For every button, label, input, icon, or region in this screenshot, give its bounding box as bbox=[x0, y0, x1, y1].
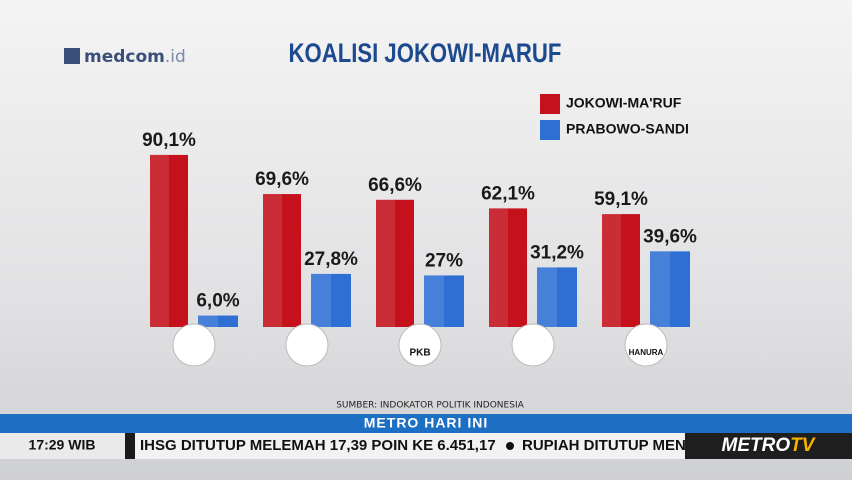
party-logo bbox=[172, 323, 216, 367]
value-label: 31,2% bbox=[530, 242, 584, 263]
bar bbox=[376, 199, 414, 327]
bar bbox=[311, 273, 351, 327]
party-logo bbox=[285, 323, 329, 367]
program-title: METRO HARI INI bbox=[364, 415, 488, 431]
bar-shade bbox=[311, 273, 331, 327]
logo-text: medcom.id bbox=[84, 47, 186, 67]
category-label: HANURA bbox=[629, 348, 664, 357]
bar bbox=[198, 315, 238, 327]
category-label: PKB bbox=[409, 348, 430, 359]
bar-shade bbox=[150, 154, 169, 327]
channel-box bbox=[685, 433, 852, 459]
legend-label: PRABOWO-SANDI bbox=[566, 121, 689, 137]
medcom-logo: medcom.id bbox=[64, 47, 186, 67]
ticker-item: IHSG DITUTUP MELEMAH 17,39 POIN KE 6.451… bbox=[140, 437, 496, 454]
bar-shade bbox=[424, 275, 444, 327]
channel-name: METRO bbox=[722, 435, 791, 456]
party-logo bbox=[511, 323, 555, 367]
legend-swatch bbox=[540, 94, 560, 114]
ticker-bullet bbox=[506, 442, 514, 450]
value-label: 27,8% bbox=[304, 249, 358, 270]
value-label: 59,1% bbox=[594, 189, 648, 210]
channel-suffix: TV bbox=[790, 435, 816, 456]
value-label: 62,1% bbox=[481, 183, 535, 204]
value-label: 39,6% bbox=[643, 226, 697, 247]
legend-swatch bbox=[540, 120, 560, 140]
legend-label: JOKOWI-MA'RUF bbox=[566, 95, 682, 111]
bar bbox=[424, 275, 464, 327]
value-label: 90,1% bbox=[142, 130, 196, 151]
bar-shade bbox=[198, 315, 218, 327]
value-label: 27% bbox=[425, 250, 463, 271]
bar-shade bbox=[602, 214, 621, 327]
logo-name: medcom bbox=[84, 47, 165, 67]
channel-logo: METROTV bbox=[722, 435, 816, 456]
source: SUMBER: INDOKATOR POLITIK INDONESIA bbox=[336, 401, 524, 411]
bar bbox=[489, 208, 527, 327]
bar-shade bbox=[537, 267, 557, 327]
program-band bbox=[0, 414, 852, 433]
bar-shade bbox=[263, 194, 282, 327]
value-label: 66,6% bbox=[368, 175, 422, 196]
bar-shade bbox=[489, 208, 508, 327]
bar bbox=[150, 154, 188, 327]
chart-title: KOALISI JOKOWI-MARUF bbox=[289, 39, 562, 69]
bar bbox=[537, 267, 577, 327]
logo-icon bbox=[64, 48, 80, 64]
bar bbox=[650, 251, 690, 327]
time-box bbox=[0, 433, 125, 459]
ticker-divider bbox=[125, 433, 135, 459]
time: 17:29 WIB bbox=[29, 437, 96, 453]
party-logo bbox=[398, 323, 442, 367]
value-label: 6,0% bbox=[196, 291, 239, 312]
party-logo bbox=[624, 323, 668, 367]
value-label: 69,6% bbox=[255, 169, 309, 190]
logo-suffix: .id bbox=[165, 47, 186, 67]
ticker-item: RUPIAH DITUTUP MEN bbox=[522, 437, 686, 454]
bar-shade bbox=[376, 199, 395, 327]
bar bbox=[602, 214, 640, 327]
bar-shade bbox=[650, 251, 670, 327]
bar bbox=[263, 194, 301, 327]
